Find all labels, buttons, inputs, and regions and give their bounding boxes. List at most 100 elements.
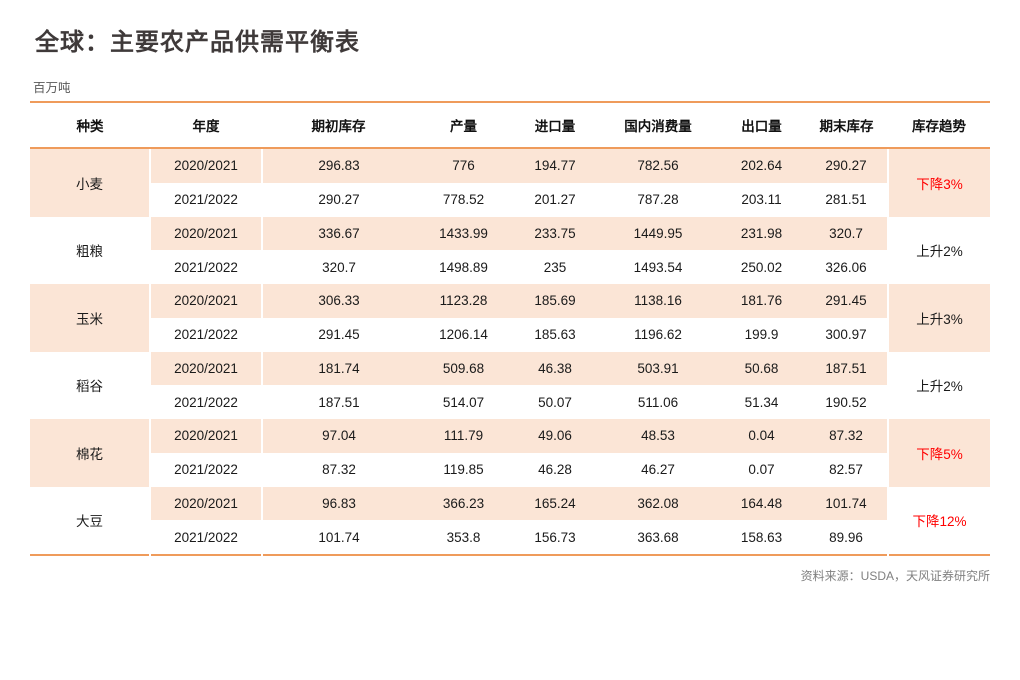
trend-cell: 下降12% — [887, 486, 990, 555]
supply-demand-table: 种类 年度 期初库存 产量 进口量 国内消费量 出口量 期末库存 库存趋势 小麦… — [30, 101, 990, 556]
value-cell: 291.45 — [262, 317, 415, 352]
table-row: 2021/2022 320.7 1498.89 235 1493.54 250.02 326… — [30, 250, 990, 284]
value-cell: 1206.14 — [415, 317, 512, 352]
table-row: 大豆 2020/2021 96.83 366.23 165.24 362.08 164.48… — [30, 486, 990, 555]
trend-cell: 下降5% — [887, 419, 990, 487]
value-cell: 111.79 — [415, 419, 512, 453]
year-cell: 2021/2022 — [149, 250, 263, 284]
table-row: 棉花 2020/2021 97.04 111.79 49.06 48.53 0.04 87.3… — [30, 419, 990, 487]
value-cell: 362.08 — [598, 486, 718, 521]
table-row: 2021/2022 290.27 778.52 201.27 787.28 203.11 2… — [30, 182, 990, 217]
value-cell: 181.74 — [262, 351, 415, 386]
value-cell: 1196.62 — [598, 317, 718, 352]
year-cell: 2020/2021 — [149, 216, 263, 251]
value-cell: 514.07 — [415, 385, 512, 419]
value-cell: 101.74 — [262, 520, 415, 555]
species-cell: 玉米 — [30, 284, 150, 352]
species-cell: 小麦 — [30, 148, 150, 217]
value-cell: 87.32 — [262, 452, 415, 487]
value-cell: 320.7 — [805, 216, 888, 251]
year-cell: 2021/2022 — [149, 317, 263, 352]
value-cell: 291.45 — [805, 284, 888, 318]
value-cell: 235 — [512, 250, 598, 284]
trend-cell: 上升3% — [887, 284, 990, 352]
value-cell: 509.68 — [415, 351, 512, 386]
value-cell: 156.73 — [512, 520, 598, 555]
value-cell: 1493.54 — [598, 250, 718, 284]
value-cell: 201.27 — [512, 182, 598, 217]
value-cell: 199.9 — [718, 317, 805, 352]
table-row: 粗粮 2020/2021 336.67 1433.99 233.75 1449.95 231… — [30, 216, 990, 284]
value-cell: 306.33 — [262, 284, 415, 318]
value-cell: 46.28 — [512, 452, 598, 487]
value-cell: 290.27 — [262, 182, 415, 217]
value-cell: 190.52 — [805, 385, 888, 419]
value-cell: 503.91 — [598, 351, 718, 386]
unit-label: 百万吨 — [33, 81, 71, 95]
value-cell: 320.7 — [262, 250, 415, 284]
value-cell: 101.74 — [805, 486, 888, 521]
value-cell: 165.24 — [512, 486, 598, 521]
value-cell: 233.75 — [512, 216, 598, 251]
table-row: 小麦 2020/2021 296.83 776 194.77 782.56 202.64 29… — [30, 148, 990, 217]
value-cell: 46.38 — [512, 351, 598, 386]
value-cell: 326.06 — [805, 250, 888, 284]
year-cell: 2021/2022 — [149, 520, 263, 555]
value-cell: 97.04 — [262, 419, 415, 453]
table-body: 小麦 2020/2021 296.83 776 194.77 782.56 202.64 29… — [30, 148, 990, 555]
species-cell: 粗粮 — [30, 216, 150, 284]
trend-cell: 下降3% — [887, 148, 990, 217]
value-cell: 119.85 — [415, 452, 512, 487]
year-cell: 2021/2022 — [149, 452, 263, 487]
value-cell: 231.98 — [718, 216, 805, 251]
value-cell: 281.51 — [805, 182, 888, 217]
value-cell: 194.77 — [512, 148, 598, 183]
value-cell: 363.68 — [598, 520, 718, 555]
value-cell: 87.32 — [805, 419, 888, 453]
table-row: 2021/2022 101.74 353.8 156.73 363.68 158.63 89… — [30, 520, 990, 555]
value-cell: 250.02 — [718, 250, 805, 284]
value-cell: 0.07 — [718, 452, 805, 487]
column-header-imports: 进口量 — [512, 102, 598, 149]
value-cell: 336.67 — [262, 216, 415, 251]
value-cell: 1123.28 — [415, 284, 512, 318]
table-row: 2021/2022 187.51 514.07 50.07 511.06 51.34 190… — [30, 385, 990, 419]
value-cell: 353.8 — [415, 520, 512, 555]
species-cell: 大豆 — [30, 486, 150, 555]
value-cell: 187.51 — [805, 351, 888, 386]
value-cell: 203.11 — [718, 182, 805, 217]
value-cell: 46.27 — [598, 452, 718, 487]
value-cell: 296.83 — [262, 148, 415, 183]
column-header-stock-trend: 库存趋势 — [888, 102, 990, 149]
report-figure: 全球：主要农产品供需平衡表 百万吨 种类 年度 期初库存 产量 进口量 国内消费… — [30, 29, 990, 583]
value-cell: 1138.16 — [598, 284, 718, 318]
table-header: 种类 年度 期初库存 产量 进口量 国内消费量 出口量 期末库存 库存趋势 — [30, 102, 990, 149]
year-cell: 2021/2022 — [149, 385, 263, 419]
value-cell: 1498.89 — [415, 250, 512, 284]
year-cell: 2020/2021 — [149, 419, 263, 453]
column-header-year: 年度 — [150, 102, 262, 149]
value-cell: 89.96 — [805, 520, 888, 555]
column-header-ending-stocks: 期末库存 — [805, 102, 888, 149]
value-cell: 511.06 — [598, 385, 718, 419]
year-cell: 2020/2021 — [149, 148, 263, 183]
value-cell: 185.63 — [512, 317, 598, 352]
value-cell: 776 — [415, 148, 512, 183]
value-cell: 366.23 — [415, 486, 512, 521]
year-cell: 2020/2021 — [149, 351, 263, 386]
value-cell: 96.83 — [262, 486, 415, 521]
species-cell: 棉花 — [30, 419, 150, 487]
value-cell: 1433.99 — [415, 216, 512, 251]
value-cell: 164.48 — [718, 486, 805, 521]
trend-cell: 上升2% — [887, 216, 990, 284]
value-cell: 181.76 — [718, 284, 805, 318]
table-row: 稻谷 2020/2021 181.74 509.68 46.38 503.91 50.68 1… — [30, 351, 990, 419]
value-cell: 290.27 — [805, 148, 888, 183]
trend-cell: 上升2% — [887, 351, 990, 419]
header-row: 种类 年度 期初库存 产量 进口量 国内消费量 出口量 期末库存 库存趋势 — [30, 102, 990, 149]
table-row: 玉米 2020/2021 306.33 1123.28 185.69 1138.16 181… — [30, 284, 990, 352]
species-cell: 稻谷 — [30, 351, 150, 419]
column-header-species: 种类 — [30, 102, 150, 149]
value-cell: 778.52 — [415, 182, 512, 217]
year-cell: 2021/2022 — [149, 182, 263, 217]
